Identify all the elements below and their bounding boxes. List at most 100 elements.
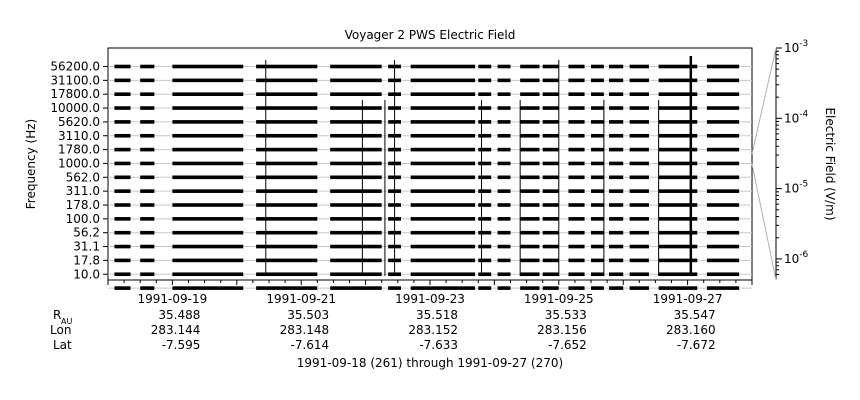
y-tick-label: 56200.0 [50, 60, 100, 74]
data-band [629, 189, 649, 193]
data-band [140, 286, 155, 290]
data-band [497, 175, 511, 180]
data-band [410, 92, 476, 96]
data-band [706, 64, 740, 69]
data-band [658, 203, 698, 207]
data-band [609, 189, 624, 193]
colorbar-connector-bottom [751, 163, 777, 281]
data-band [172, 147, 244, 152]
data-band [497, 78, 511, 83]
data-band [478, 161, 492, 166]
data-band [256, 189, 318, 193]
data-band [330, 92, 382, 96]
data-band [256, 120, 318, 124]
data-band [706, 244, 740, 249]
data-band [591, 230, 604, 235]
data-band [330, 189, 382, 193]
data-band [114, 64, 131, 69]
data-band [629, 78, 649, 83]
ephemeris-lon-value: 283.152 [408, 323, 458, 337]
data-band [591, 92, 604, 96]
data-band [542, 258, 559, 263]
data-band [591, 244, 604, 249]
x-tick-label: 1991-09-19 [138, 292, 208, 306]
data-band [609, 230, 624, 235]
data-band [330, 217, 382, 221]
data-band [172, 64, 244, 69]
data-band [520, 244, 540, 249]
data-band [568, 133, 585, 138]
data-band [140, 217, 155, 221]
data-band [114, 203, 131, 207]
data-band [114, 133, 131, 138]
data-band [629, 217, 649, 221]
data-band [330, 133, 382, 138]
data-band [520, 175, 540, 180]
data-band [568, 203, 585, 207]
data-band [478, 286, 492, 290]
data-band [478, 175, 492, 180]
data-band [330, 106, 382, 110]
data-band [410, 78, 476, 83]
data-band [497, 203, 511, 207]
data-band [172, 133, 244, 138]
data-band [256, 78, 318, 83]
data-band [114, 258, 131, 263]
data-band [256, 92, 318, 96]
data-band [172, 230, 244, 235]
data-band [542, 147, 559, 152]
data-band [172, 272, 244, 277]
data-band [658, 258, 698, 263]
date-range-footer: 1991-09-18 (261) through 1991-09-27 (270… [297, 356, 563, 370]
data-band [568, 244, 585, 249]
y-ticks: 56200.031100.017800.010000.05620.03110.0… [50, 60, 108, 281]
colorbar-label: Electric Field (V/m) [823, 107, 837, 220]
data-band [256, 161, 318, 166]
data-band [172, 203, 244, 207]
data-band [140, 106, 155, 110]
y-tick-label: 56.2 [73, 226, 100, 240]
data-band [410, 161, 476, 166]
data-band [568, 189, 585, 193]
data-band [568, 161, 585, 166]
data-band [658, 244, 698, 249]
data-band [542, 120, 559, 124]
ephemeris-r-value: 35.518 [416, 308, 458, 322]
data-band [658, 272, 698, 277]
data-band [706, 175, 740, 180]
data-band [706, 120, 740, 124]
data-band [706, 203, 740, 207]
y-tick-label: 3110.0 [58, 129, 100, 143]
data-band [629, 92, 649, 96]
data-band [568, 175, 585, 180]
data-band [140, 230, 155, 235]
data-band [591, 120, 604, 124]
data-band [256, 147, 318, 152]
data-band [410, 120, 476, 124]
data-band [520, 161, 540, 166]
data-band [609, 120, 624, 124]
data-band [568, 78, 585, 83]
data-band [388, 286, 402, 290]
colorbar-tick-label: 10-6 [784, 250, 809, 266]
data-band [140, 64, 155, 69]
y-tick-label: 311.0 [66, 184, 100, 198]
data-band [478, 92, 492, 96]
data-band [609, 258, 624, 263]
data-band [568, 147, 585, 152]
data-band [706, 189, 740, 193]
data-band [410, 175, 476, 180]
ephemeris-lon-value: 283.160 [666, 323, 716, 337]
data-band [497, 217, 511, 221]
data-band [609, 203, 624, 207]
data-band [591, 217, 604, 221]
chart-title: Voyager 2 PWS Electric Field [345, 28, 516, 42]
data-band [658, 147, 698, 152]
data-band [114, 286, 131, 290]
ephemeris-label-r-subscript: AU [61, 317, 72, 326]
data-band [706, 147, 740, 152]
data-band [629, 64, 649, 69]
data-band [609, 161, 624, 166]
data-band [591, 175, 604, 180]
data-band [172, 258, 244, 263]
